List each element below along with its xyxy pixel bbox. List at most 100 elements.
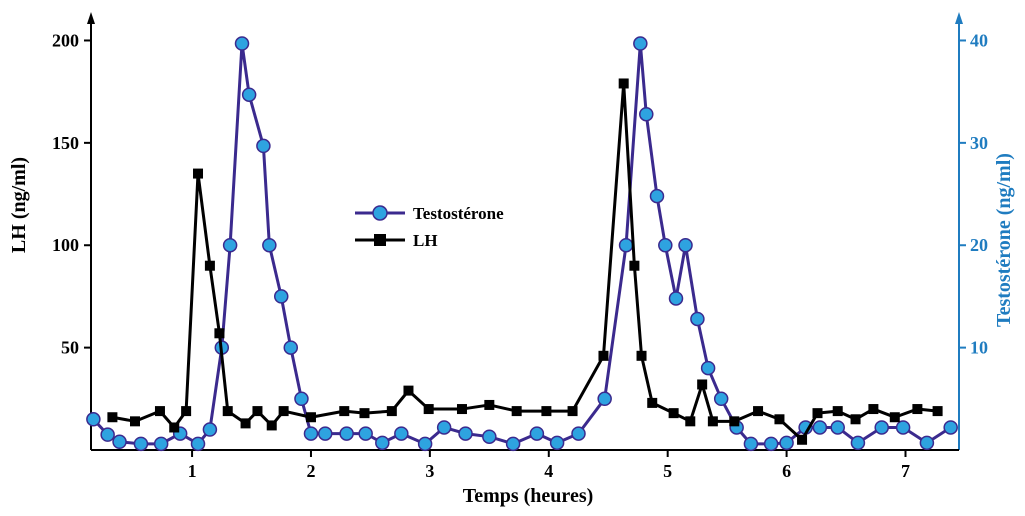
left-y-axis-label: LH (ng/ml): [8, 157, 30, 253]
right-y-axis-label: Testostérone (ng/ml): [993, 153, 1015, 327]
x-axis-label: Temps (heures): [463, 485, 594, 507]
legend: Testostérone LH: [355, 204, 504, 250]
data-point-lh: [753, 406, 764, 417]
legend-marker-testosterone: [372, 205, 388, 221]
data-point-testosterone: [339, 426, 354, 441]
data-point-lh: [685, 416, 696, 427]
data-point-lh: [618, 78, 629, 89]
data-point-lh: [222, 406, 233, 417]
data-point-lh: [889, 412, 900, 423]
data-point-lh: [647, 397, 658, 408]
x-tick-label: 2: [306, 461, 315, 481]
data-point-testosterone: [713, 391, 729, 407]
data-point-testosterone: [375, 435, 390, 451]
data-point-lh: [129, 416, 140, 427]
data-point-lh: [386, 406, 397, 417]
data-point-testosterone: [190, 436, 206, 452]
data-point-testosterone: [743, 436, 759, 452]
data-point-testosterone: [668, 291, 684, 306]
series-layer: [86, 36, 958, 452]
data-point-testosterone: [133, 436, 149, 452]
data-point-testosterone: [234, 36, 250, 51]
data-point-testosterone: [830, 420, 845, 435]
data-point-testosterone: [202, 422, 218, 437]
data-point-lh: [107, 412, 118, 423]
legend-marker-lh: [374, 234, 386, 246]
data-point-lh: [797, 434, 808, 445]
data-point-lh: [668, 408, 679, 419]
data-point-testosterone: [549, 435, 565, 451]
data-point-lh: [181, 406, 192, 417]
left-y-tick-label: 200: [52, 30, 79, 50]
data-point-testosterone: [505, 436, 521, 452]
data-point-testosterone: [100, 427, 115, 442]
series-lh: [107, 78, 943, 445]
left-y-axis-ticks: 50 100 150 200: [52, 30, 91, 358]
data-point-lh: [252, 406, 263, 417]
data-point-lh: [456, 404, 467, 415]
data-point-testosterone: [294, 391, 309, 407]
data-point-testosterone: [317, 426, 333, 441]
data-point-testosterone: [812, 420, 828, 435]
data-point-testosterone: [618, 237, 634, 253]
data-point-lh: [812, 408, 823, 419]
left-y-tick-label: 150: [52, 133, 79, 153]
data-point-testosterone: [283, 340, 299, 355]
x-tick-label: 3: [425, 461, 434, 481]
data-point-lh: [403, 385, 414, 396]
data-point-lh: [729, 416, 740, 427]
data-point-testosterone: [303, 426, 319, 441]
data-point-lh: [278, 406, 289, 417]
data-point-lh: [850, 414, 861, 425]
data-point-testosterone: [943, 420, 958, 435]
data-point-lh: [912, 404, 923, 415]
data-point-testosterone: [222, 237, 238, 253]
data-point-lh: [214, 328, 225, 339]
data-point-testosterone: [874, 420, 889, 435]
series-line: [92, 42, 952, 446]
data-point-lh: [832, 406, 843, 417]
left-y-axis-arrow-icon: [87, 12, 95, 24]
x-axis-ticks: 1 2 3 4 5 6 7: [188, 450, 910, 481]
data-point-lh: [636, 350, 647, 361]
data-point-lh: [169, 422, 180, 433]
data-point-testosterone: [658, 237, 673, 253]
data-point-testosterone: [273, 289, 289, 304]
data-point-testosterone: [394, 426, 409, 441]
data-point-lh: [204, 260, 215, 271]
right-y-axis-ticks: 10 20 30 40: [959, 30, 988, 358]
data-point-testosterone: [436, 420, 452, 435]
data-point-testosterone: [358, 426, 373, 441]
right-y-tick-label: 30: [970, 133, 988, 153]
data-point-lh: [423, 404, 434, 415]
data-point-testosterone: [529, 426, 545, 441]
data-point-testosterone: [482, 429, 497, 444]
data-point-testosterone: [417, 436, 433, 452]
data-point-testosterone: [639, 106, 654, 122]
data-point-testosterone: [700, 360, 716, 376]
data-point-testosterone: [649, 188, 665, 204]
data-point-lh: [305, 412, 316, 423]
data-point-lh: [707, 416, 718, 427]
data-point-lh: [193, 168, 204, 179]
data-point-lh: [629, 260, 640, 271]
data-point-lh: [511, 406, 522, 417]
data-point-testosterone: [571, 426, 586, 441]
legend-item-testosterone: Testostérone: [355, 204, 504, 223]
data-point-lh: [868, 404, 879, 415]
data-point-testosterone: [597, 391, 612, 407]
data-point-lh: [266, 420, 277, 431]
data-point-testosterone: [850, 435, 866, 451]
data-point-testosterone: [895, 420, 911, 435]
data-point-testosterone: [112, 434, 127, 450]
data-point-testosterone: [919, 435, 935, 451]
data-point-testosterone: [86, 412, 101, 427]
data-point-lh: [567, 406, 578, 417]
x-tick-label: 4: [544, 461, 553, 481]
legend-item-lh: LH: [355, 231, 438, 250]
right-y-tick-label: 20: [970, 235, 988, 255]
right-y-axis-arrow-icon: [955, 12, 963, 24]
data-point-testosterone: [678, 237, 693, 253]
